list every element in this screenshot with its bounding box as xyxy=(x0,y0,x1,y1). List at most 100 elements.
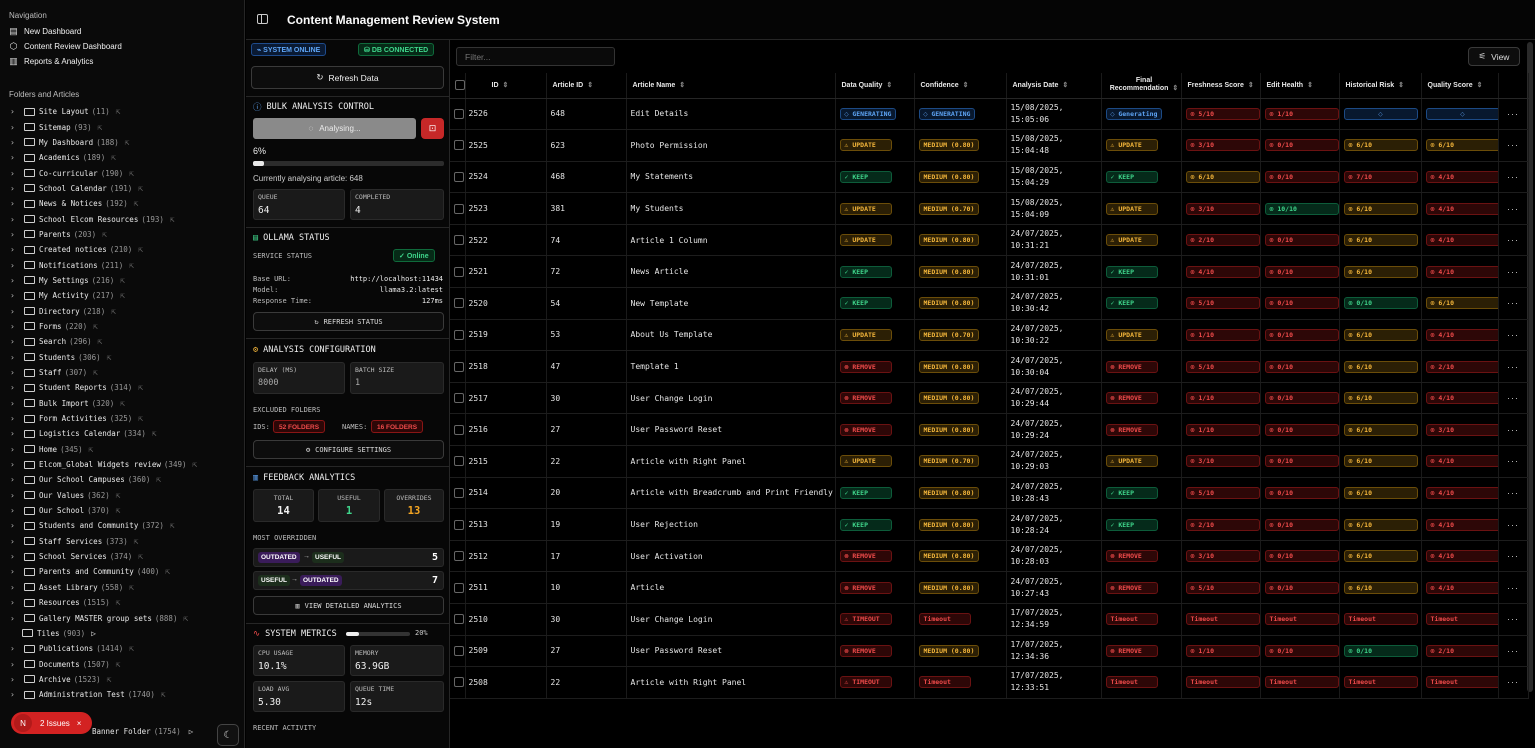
sort-icon[interactable]: ⇕ xyxy=(1247,82,1254,90)
column-header[interactable]: Article Name ⇕ xyxy=(626,73,836,99)
cell-article-name[interactable]: Article with Right Panel xyxy=(626,445,836,478)
folder-item[interactable]: › School Elcom Resources (193) ⇱ xyxy=(0,211,244,226)
chevron-right-icon[interactable]: › xyxy=(10,368,15,378)
cell-article-name[interactable]: News Article xyxy=(626,255,836,289)
folder-item[interactable]: › Students and Community (372) ⇱ xyxy=(0,518,244,533)
chevron-right-icon[interactable]: › xyxy=(10,245,15,255)
cell-article-name[interactable]: Photo Permission xyxy=(626,129,836,162)
table-row[interactable]: 2514 20 Article with Breadcrumb and Print … xyxy=(450,477,1529,510)
cell-article-name[interactable]: User Change Login xyxy=(626,382,836,415)
vertical-scrollbar[interactable] xyxy=(1527,42,1533,692)
chevron-right-icon[interactable]: › xyxy=(10,414,15,424)
chevron-right-icon[interactable]: › xyxy=(10,398,15,408)
folder-item-banner[interactable]: Banner Folder (1754) ▷ xyxy=(20,727,193,736)
external-link-icon[interactable]: ⇱ xyxy=(120,275,126,285)
chevron-right-icon[interactable]: › xyxy=(10,199,15,209)
chevron-right-icon[interactable]: › xyxy=(10,598,15,608)
external-link-icon[interactable]: ⇱ xyxy=(88,444,94,454)
sidebar-toggle-icon[interactable] xyxy=(257,14,268,24)
external-link-icon[interactable]: ⇱ xyxy=(183,613,189,623)
row-checkbox[interactable] xyxy=(454,456,464,467)
external-link-icon[interactable]: ⇱ xyxy=(129,582,135,592)
folder-item[interactable]: › Sitemap (93) ⇱ xyxy=(0,119,244,134)
analysing-button[interactable]: ◌ Analysing... xyxy=(253,118,416,139)
sort-icon[interactable]: ⇕ xyxy=(886,82,893,90)
chevron-right-icon[interactable]: › xyxy=(10,352,15,362)
external-link-icon[interactable]: ⇱ xyxy=(111,153,117,163)
chevron-right-icon[interactable]: › xyxy=(10,321,15,331)
folder-item[interactable]: › Form Activities (325) ⇱ xyxy=(0,411,244,426)
chevron-right-icon[interactable]: › xyxy=(10,229,15,239)
chevron-right-icon[interactable]: › xyxy=(10,337,15,347)
folder-item[interactable]: › Home (345) ⇱ xyxy=(0,442,244,457)
column-header[interactable]: Final Recommendation ⇕ xyxy=(1101,73,1182,99)
sort-icon[interactable]: ⇕ xyxy=(587,82,594,90)
refresh-status-button[interactable]: ↻ REFRESH STATUS xyxy=(253,312,444,331)
chevron-right-icon[interactable]: › xyxy=(10,383,15,393)
folder-item[interactable]: › My Settings (216) ⇱ xyxy=(0,273,244,288)
external-link-icon[interactable]: ⇱ xyxy=(192,460,198,470)
row-checkbox[interactable] xyxy=(454,361,464,372)
delay-field[interactable]: DELAY (MS) 8000 xyxy=(253,362,345,394)
chevron-right-icon[interactable]: › xyxy=(10,490,15,500)
row-checkbox[interactable] xyxy=(454,171,464,182)
cell-article-name[interactable]: User Activation xyxy=(626,540,836,573)
more-actions-icon[interactable]: ··· xyxy=(1507,171,1519,182)
more-actions-icon[interactable]: ··· xyxy=(1507,456,1519,467)
folder-item[interactable]: › Students (306) ⇱ xyxy=(0,350,244,365)
row-checkbox[interactable] xyxy=(454,329,464,340)
external-link-icon[interactable]: ⇱ xyxy=(129,260,135,270)
chevron-right-icon[interactable]: › xyxy=(10,306,15,316)
sort-icon[interactable]: ⇕ xyxy=(1398,82,1405,90)
external-link-icon[interactable]: ⇱ xyxy=(120,291,126,301)
more-actions-icon[interactable]: ··· xyxy=(1507,235,1519,246)
select-all-checkbox[interactable] xyxy=(455,80,465,91)
chevron-right-icon[interactable]: › xyxy=(10,552,15,562)
row-checkbox[interactable] xyxy=(454,487,464,498)
column-header[interactable]: ID ⇕ xyxy=(465,73,547,99)
view-button[interactable]: ⚟ View xyxy=(1468,47,1520,66)
external-link-icon[interactable]: ⇱ xyxy=(115,506,121,516)
folder-item[interactable]: Tiles (903) ▷ xyxy=(0,626,244,641)
table-row[interactable]: 2524 468 My Statements ✓ KEEP MEDIUM (0.80) 1… xyxy=(450,161,1529,194)
folder-item[interactable]: › Parents (203) ⇱ xyxy=(0,227,244,242)
cell-article-name[interactable]: Article with Right Panel xyxy=(626,666,836,699)
folder-item[interactable]: › Site Layout (11) ⇱ xyxy=(0,104,244,119)
chevron-right-icon[interactable]: › xyxy=(10,153,15,163)
filter-input[interactable] xyxy=(456,47,615,66)
external-link-icon[interactable]: ⇱ xyxy=(106,674,112,684)
folder-item[interactable]: › Our School Campuses (360) ⇱ xyxy=(0,472,244,487)
external-link-icon[interactable]: ⇱ xyxy=(102,229,108,239)
column-header[interactable]: Freshness Score ⇕ xyxy=(1181,73,1261,99)
external-link-icon[interactable]: ⇱ xyxy=(133,536,139,546)
folder-item[interactable]: › Bulk Import (320) ⇱ xyxy=(0,396,244,411)
configure-settings-button[interactable]: ⚙ CONFIGURE SETTINGS xyxy=(253,440,444,459)
folder-item[interactable]: › Our Values (362) ⇱ xyxy=(0,488,244,503)
table-row[interactable]: 2510 30 User Change Login ⚠ TIMEOUT Timeout 1… xyxy=(450,603,1529,636)
more-actions-icon[interactable]: ··· xyxy=(1507,108,1519,119)
cell-article-name[interactable]: User Change Login xyxy=(626,603,836,636)
sort-icon[interactable]: ⇕ xyxy=(502,82,509,90)
folder-item[interactable]: › Logistics Calendar (334) ⇱ xyxy=(0,426,244,441)
external-link-icon[interactable]: ⇱ xyxy=(160,690,166,700)
more-actions-icon[interactable]: ··· xyxy=(1507,361,1519,372)
chevron-right-icon[interactable]: › xyxy=(10,506,15,516)
cell-article-name[interactable]: Article 1 Column xyxy=(626,224,836,257)
cell-article-name[interactable]: Template 1 xyxy=(626,350,836,383)
column-header[interactable]: Analysis Date ⇕ xyxy=(1006,73,1102,99)
chevron-right-icon[interactable]: › xyxy=(10,291,15,301)
table-row[interactable]: 2519 53 About Us Template ⚠ UPDATE MEDIUM (0… xyxy=(450,319,1529,352)
external-link-icon[interactable]: ⇱ xyxy=(138,183,144,193)
folder-item[interactable]: › News & Notices (192) ⇱ xyxy=(0,196,244,211)
more-actions-icon[interactable]: ··· xyxy=(1507,393,1519,404)
folder-item[interactable]: › Created notices (210) ⇱ xyxy=(0,242,244,257)
table-row[interactable]: 2525 623 Photo Permission ⚠ UPDATE MEDIUM (0… xyxy=(450,129,1529,162)
cell-article-name[interactable]: Article xyxy=(626,571,836,604)
folder-item[interactable]: › Staff Services (373) ⇱ xyxy=(0,534,244,549)
more-actions-icon[interactable]: ··· xyxy=(1507,645,1519,656)
table-row[interactable]: 2520 54 New Template ✓ KEEP MEDIUM (0.80) 24/… xyxy=(450,287,1529,320)
external-link-icon[interactable]: ⇱ xyxy=(115,598,121,608)
external-link-icon[interactable]: ⇱ xyxy=(156,475,162,485)
nav-item-content-review[interactable]: ⬡ Content Review Dashboard xyxy=(9,42,122,52)
row-checkbox[interactable] xyxy=(454,108,464,119)
